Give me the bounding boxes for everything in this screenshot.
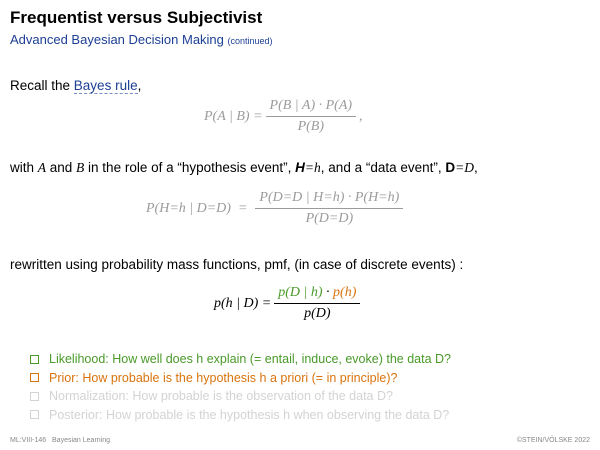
- bullet-posterior-label: Posterior: How probable is the hypothesi…: [49, 407, 450, 422]
- bullet-prior-label: Prior: How probable is the hypothesis h …: [49, 370, 398, 385]
- bullet-likelihood: Likelihood: How well does h explain (= e…: [30, 350, 451, 369]
- slide-subtitle: Advanced Bayesian Decision Making (conti…: [10, 32, 273, 47]
- eq2-numerator: P(D=D | H=h) · P(H=h): [255, 190, 404, 209]
- with-text-2: and: [46, 160, 77, 175]
- with-text-1: with: [10, 160, 38, 175]
- event-bayes-equation: P(H=h | D=D) = P(D=D | H=h) · P(H=h) P(D…: [146, 190, 406, 227]
- eq2-denominator: P(D=D): [305, 211, 354, 226]
- checkbox-bullet-icon: [30, 373, 39, 383]
- recall-suffix: ,: [137, 78, 142, 93]
- eq2-lhs: P(H=h | D=D) =: [146, 200, 248, 216]
- eq1-tail: ,: [359, 108, 363, 124]
- var-b: B: [76, 160, 85, 175]
- var-d-value: =D: [455, 160, 474, 175]
- eq3-lhs: p(h | D) =: [214, 295, 272, 311]
- var-a: A: [37, 160, 47, 175]
- bullet-normalization-label: Normalization: How probable is the obser…: [49, 389, 393, 404]
- with-text-4: , and a “data event”,: [320, 160, 446, 175]
- footer-right: ©STEIN/VÖLSKE 2022: [516, 437, 590, 444]
- with-text-3: in the role of a “hypothesis event”,: [84, 160, 296, 175]
- pmf-bayes-equation: p(h | D) = p(D | h) · p(h) p(D): [214, 285, 363, 322]
- eq1-numerator: P(B | A) · P(A): [265, 98, 357, 117]
- checkbox-bullet-icon: [30, 410, 39, 420]
- recall-prefix: Recall the: [10, 78, 74, 93]
- eq3-prior: p(h): [333, 285, 357, 300]
- bullet-posterior: Posterior: How probable is the hypothesi…: [30, 406, 451, 425]
- eq1-lhs: P(A | B) =: [204, 108, 263, 124]
- with-line: with A and B in the role of a “hypothesi…: [10, 160, 478, 176]
- checkbox-bullet-icon: [30, 391, 39, 401]
- with-text-5: ,: [474, 160, 478, 175]
- bullet-normalization: Normalization: How probable is the obser…: [30, 387, 451, 406]
- eq3-likelihood: p(D | h): [278, 285, 323, 300]
- slide-title: Frequentist versus Subjectivist: [10, 8, 263, 27]
- eq3-dot: ·: [322, 285, 334, 300]
- bayes-rule-link[interactable]: Bayes rule: [73, 78, 138, 94]
- checkbox-bullet-icon: [30, 354, 39, 364]
- eq3-denominator: p(D): [304, 306, 331, 321]
- rewritten-line: rewritten using probability mass functio…: [10, 257, 464, 272]
- eq1-denominator: P(B): [297, 119, 324, 134]
- recall-line: Recall the Bayes rule,: [10, 78, 142, 94]
- eq2-fraction: P(D=D | H=h) · P(H=h) P(D=D): [255, 190, 404, 227]
- eq1-fraction: P(B | A) · P(A) P(B): [265, 98, 357, 135]
- var-d-bold: D: [445, 160, 456, 175]
- eq3-numerator: p(D | h) · p(h): [274, 285, 361, 304]
- bayes-rule-equation: P(A | B) = P(B | A) · P(A) P(B) ,: [204, 98, 363, 135]
- subtitle-text: Advanced Bayesian Decision Making: [10, 32, 224, 47]
- var-h-bold: H: [295, 160, 305, 175]
- subtitle-note: (continued): [227, 36, 273, 46]
- term-bullet-list: Likelihood: How well does h explain (= e…: [30, 350, 451, 424]
- var-h-value: =h: [304, 160, 321, 175]
- eq3-fraction: p(D | h) · p(h) p(D): [274, 285, 361, 322]
- bullet-prior: Prior: How probable is the hypothesis h …: [30, 369, 451, 388]
- footer-left: ML:VIII-146 Bayesian Learning: [10, 437, 111, 444]
- bullet-likelihood-label: Likelihood: How well does h explain (= e…: [49, 352, 451, 367]
